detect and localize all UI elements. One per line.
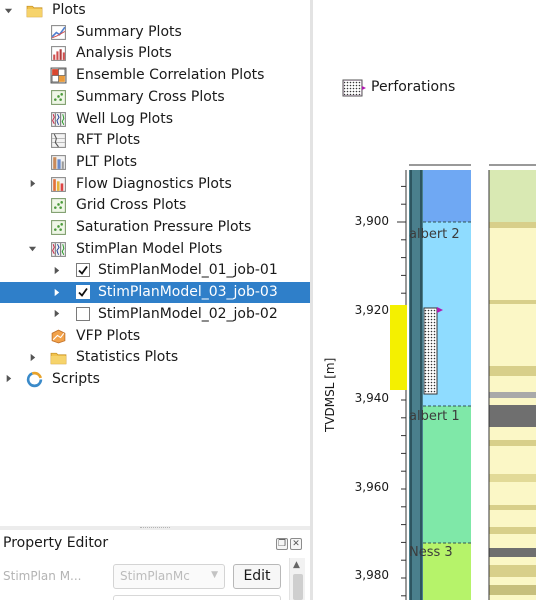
tree-item-vfp-plots[interactable]: VFP Plots xyxy=(0,326,310,347)
perforations-legend-label: Perforations xyxy=(371,79,456,95)
tree-item-analysis-plots[interactable]: Analysis Plots xyxy=(0,43,310,64)
chevron-right-icon[interactable] xyxy=(2,373,14,385)
chevron-down-icon: ▼ xyxy=(211,570,218,580)
tree-item-label: Statistics Plots xyxy=(76,349,179,366)
depth-tick-label: 3,940 xyxy=(354,391,389,405)
y-axis-label: TVDMSL [m] xyxy=(323,357,337,432)
chevron-down-icon[interactable] xyxy=(2,4,14,16)
tree-item-ensemble-correlation-plots[interactable]: Ensemble Correlation Plots xyxy=(0,65,310,86)
project-tree: Plots Summary Plots Analysis Plots Ensemble… xyxy=(0,0,310,390)
property-editor-panel: Property Editor ❐ ✕ StimPlan M... StimPl… xyxy=(0,530,310,600)
cross-plot-icon xyxy=(50,89,67,106)
vfp-plot-icon xyxy=(50,328,67,345)
plt-plot-icon xyxy=(50,154,67,171)
perforated-interval xyxy=(423,307,443,395)
zone-label: albert 1 xyxy=(409,409,460,424)
tree-item-stimplan-model-plots[interactable]: StimPlan Model Plots xyxy=(0,239,310,260)
cross-plot-icon xyxy=(50,197,67,214)
tree-item-label: StimPlanModel_01_job-01 xyxy=(98,262,278,279)
perforations-legend-icon xyxy=(342,79,366,97)
tree-item-well-log-plots[interactable]: Well Log Plots xyxy=(0,109,310,130)
model-combo-value: StimPlanMc xyxy=(120,569,190,583)
tree-item-label: Saturation Pressure Plots xyxy=(76,219,252,235)
horizontal-splitter[interactable] xyxy=(0,526,310,530)
cross-plot-icon xyxy=(50,219,67,236)
analysis-plot-icon xyxy=(50,45,67,62)
tree-item-stimplanmodel-02-job-02[interactable]: StimPlanModel_02_job-02 xyxy=(0,304,310,325)
tree-item-saturation-pressure-plots[interactable]: Saturation Pressure Plots xyxy=(0,217,310,238)
tree-item-stimplanmodel-03-job-03[interactable]: StimPlanModel_03_job-03 xyxy=(0,282,310,304)
tree-item-label: Scripts xyxy=(52,370,100,387)
facies-track xyxy=(488,170,536,600)
folder-icon xyxy=(50,349,67,366)
chevron-right-icon[interactable] xyxy=(50,264,62,276)
tree-item-rft-plots[interactable]: RFT Plots xyxy=(0,130,310,151)
checkbox[interactable] xyxy=(76,263,90,278)
minor-ticks xyxy=(397,185,406,597)
edit-button[interactable]: Edit xyxy=(233,564,281,589)
correlation-plot-icon xyxy=(50,67,67,84)
well-casing xyxy=(409,170,423,600)
flow-diagnostics-icon xyxy=(50,176,67,193)
scrollbar-thumb[interactable] xyxy=(293,574,303,600)
scroll-up-icon[interactable]: ▲ xyxy=(293,560,300,570)
tree-item-stimplanmodel-01-job-01[interactable]: StimPlanModel_01_job-01 xyxy=(0,260,310,281)
perforation-highlight xyxy=(390,305,407,390)
tree-item-scripts[interactable]: Scripts xyxy=(0,369,310,390)
depth-tick-label: 3,980 xyxy=(354,568,389,582)
folder-icon xyxy=(26,2,43,19)
tree-item-label: Flow Diagnostics Plots xyxy=(76,175,232,192)
tree-item-label: PLT Plots xyxy=(76,153,137,170)
tree-item-flow-diagnostics-plots[interactable]: Flow Diagnostics Plots xyxy=(0,174,310,195)
tree-item-statistics-plots[interactable]: Statistics Plots xyxy=(0,347,310,368)
depth-tick-label: 3,920 xyxy=(354,303,389,317)
tree-item-label: Plots xyxy=(52,2,86,18)
checkbox[interactable] xyxy=(76,306,90,321)
depth-tick-label: 3,900 xyxy=(354,214,389,228)
rft-plot-icon xyxy=(50,132,67,149)
zone-label: Ness 3 xyxy=(409,545,453,560)
panel-buttons: ❐ ✕ xyxy=(276,538,302,550)
tree-item-label: Ensemble Correlation Plots xyxy=(76,67,265,84)
stimplan-model-plot[interactable]: Perforations TVDMSL [m] 3,900 3,920 3,940 3… xyxy=(313,0,536,600)
tree-item-label: Analysis Plots xyxy=(76,45,172,62)
tree-item-label: Well Log Plots xyxy=(76,110,174,127)
tree-item-label: RFT Plots xyxy=(76,132,141,149)
property-scrollbar[interactable]: ▲ xyxy=(289,558,305,600)
summary-plot-icon xyxy=(50,24,67,41)
tree-item-plots[interactable]: Plots xyxy=(0,0,310,21)
property-field-label: StimPlan M... xyxy=(3,569,82,583)
chevron-down-icon[interactable] xyxy=(26,243,38,255)
model-combo-box[interactable]: StimPlanMc ▼ xyxy=(113,564,225,589)
vertical-splitter[interactable] xyxy=(310,0,313,600)
well-log-icon xyxy=(50,111,67,128)
tree-item-grid-cross-plots[interactable]: Grid Cross Plots xyxy=(0,195,310,216)
chevron-right-icon[interactable] xyxy=(26,178,38,190)
chevron-right-icon[interactable] xyxy=(50,308,62,320)
depth-tick-label: 3,960 xyxy=(354,480,389,494)
tree-item-label: Grid Cross Plots xyxy=(76,197,187,214)
tree-item-summary-plots[interactable]: Summary Plots xyxy=(0,22,310,43)
tree-item-label: StimPlan Model Plots xyxy=(76,240,223,257)
chevron-right-icon[interactable] xyxy=(50,286,62,298)
close-panel-icon[interactable]: ✕ xyxy=(290,538,302,550)
scripts-icon xyxy=(26,371,43,388)
zone-label: albert 2 xyxy=(409,227,460,242)
well-log-icon xyxy=(50,241,67,258)
plot-canvas xyxy=(342,79,536,600)
tree-item-summary-cross-plots[interactable]: Summary Cross Plots xyxy=(0,87,310,108)
property-editor-title: Property Editor xyxy=(3,535,109,551)
float-panel-icon[interactable]: ❐ xyxy=(276,538,288,550)
next-property-field[interactable] xyxy=(113,595,281,600)
tree-item-label: StimPlanModel_02_job-02 xyxy=(98,305,278,322)
tree-item-label: Summary Cross Plots xyxy=(76,88,225,105)
tree-item-label: Summary Plots xyxy=(76,23,182,40)
tree-item-plt-plots[interactable]: PLT Plots xyxy=(0,152,310,173)
tree-item-label: StimPlanModel_03_job-03 xyxy=(98,284,278,301)
checkbox[interactable] xyxy=(76,285,90,300)
tree-item-label: VFP Plots xyxy=(76,327,141,344)
splitter-grip[interactable] xyxy=(140,527,170,529)
chevron-right-icon[interactable] xyxy=(26,351,38,363)
